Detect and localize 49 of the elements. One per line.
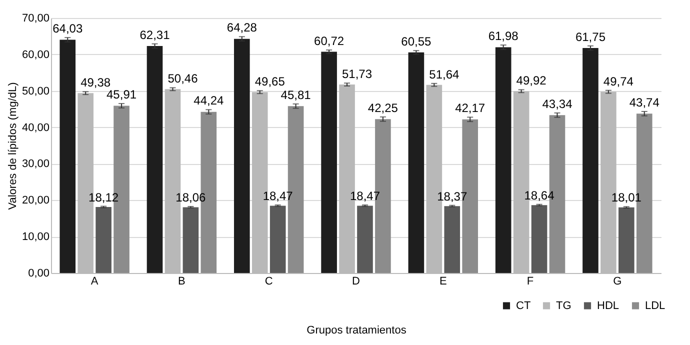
legend-label: HDL bbox=[597, 300, 620, 312]
x-tick-label: D bbox=[352, 276, 360, 288]
data-label: 61,98 bbox=[488, 29, 519, 44]
data-label: 49,38 bbox=[80, 76, 111, 90]
y-tick-label: 50,00 bbox=[22, 85, 50, 98]
x-tick-label: A bbox=[90, 276, 99, 288]
y-axis-title: Valores de lípidos (mg/dL) bbox=[6, 82, 19, 210]
data-label: 18,06 bbox=[176, 190, 206, 204]
y-tick-label: 70,00 bbox=[22, 12, 50, 24]
data-label: 18,12 bbox=[88, 190, 119, 204]
y-tick-label: 10,00 bbox=[22, 231, 50, 244]
data-label: 45,81 bbox=[280, 88, 312, 102]
data-label: 43,34 bbox=[542, 96, 573, 111]
data-label: 18,64 bbox=[524, 188, 555, 202]
data-label: 50,46 bbox=[168, 72, 198, 86]
y-tick-label: 20,00 bbox=[22, 194, 50, 207]
data-label: 18,01 bbox=[611, 190, 642, 205]
data-label: 44,24 bbox=[194, 94, 224, 108]
legend-label: LDL bbox=[645, 300, 666, 312]
y-tick-label: 0,00 bbox=[28, 268, 50, 280]
x-tick-label: B bbox=[178, 276, 186, 288]
legend-label: CT bbox=[516, 300, 531, 312]
data-label: 51,64 bbox=[429, 67, 460, 82]
data-label: 64,28 bbox=[226, 20, 258, 35]
x-axis-title: Grupos tratamientos bbox=[306, 324, 407, 336]
data-label: 60,72 bbox=[314, 34, 344, 48]
y-tick-label: 30,00 bbox=[22, 158, 50, 170]
x-tick-label: G bbox=[613, 276, 622, 288]
data-label: 42,25 bbox=[368, 100, 398, 115]
data-label: 64,03 bbox=[52, 22, 83, 36]
data-label: 60,55 bbox=[401, 34, 432, 49]
data-label: 42,17 bbox=[455, 101, 486, 116]
data-label: 18,37 bbox=[437, 189, 468, 204]
data-label: 49,92 bbox=[516, 74, 547, 88]
x-tick-label: C bbox=[264, 276, 273, 288]
x-tick-label: E bbox=[439, 276, 447, 288]
data-label: 49,74 bbox=[603, 74, 634, 88]
data-label: 61,75 bbox=[575, 30, 606, 44]
data-label: 43,74 bbox=[629, 95, 660, 110]
x-tick-label: F bbox=[526, 276, 534, 288]
data-label: 18,47 bbox=[350, 188, 380, 203]
data-label: 45,91 bbox=[106, 88, 137, 102]
y-tick-label: 40,00 bbox=[22, 122, 50, 134]
legend-label: TG bbox=[556, 300, 572, 312]
data-label: 51,73 bbox=[342, 67, 372, 82]
data-label: 49,65 bbox=[254, 74, 286, 89]
data-label: 18,47 bbox=[262, 188, 294, 203]
y-tick-label: 60,00 bbox=[22, 48, 50, 61]
data-label: 62,31 bbox=[140, 28, 170, 42]
